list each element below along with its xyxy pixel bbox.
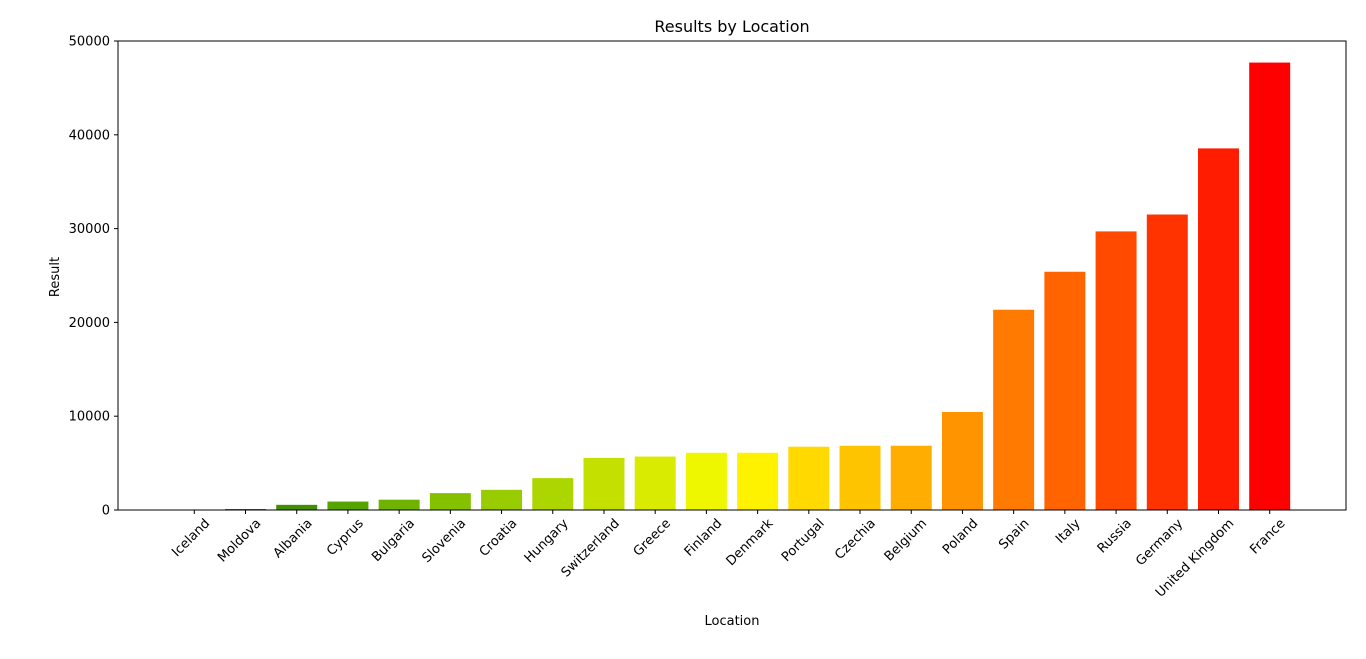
y-ticks: 0 10000 20000 30000 40000 50000 — [69, 35, 118, 519]
bar-czechia — [840, 446, 881, 510]
bar-finland — [686, 453, 727, 510]
bar-portugal — [788, 447, 829, 510]
x-tick-label: Czechia — [832, 516, 879, 563]
bar-spain — [993, 310, 1034, 510]
x-tick-label: Germany — [1133, 516, 1186, 569]
x-tick-label: Greece — [631, 516, 674, 559]
bar-russia — [1096, 231, 1137, 510]
bar-switzerland — [583, 458, 624, 510]
bar-hungary — [532, 478, 573, 510]
x-tick-label: Finland — [682, 516, 725, 559]
x-tick-label: Albania — [271, 516, 316, 561]
chart-title: Results by Location — [654, 17, 809, 36]
bar-germany — [1147, 215, 1188, 510]
x-tick-label: Croatia — [477, 516, 521, 560]
x-tick-label: Iceland — [169, 516, 213, 560]
bars-layer — [174, 63, 1290, 510]
x-tick-label: Belgium — [882, 516, 930, 564]
bar-italy — [1044, 272, 1085, 510]
y-tick-label: 20000 — [69, 316, 110, 331]
x-tick-label: Denmark — [724, 516, 777, 569]
bar-belgium — [891, 446, 932, 510]
y-axis-label: Result — [48, 257, 63, 297]
x-tick-label: Hungary — [522, 516, 572, 566]
x-axis-label: Location — [705, 614, 760, 629]
x-tick-label: Italy — [1053, 516, 1084, 547]
bar-denmark — [737, 453, 778, 510]
x-tick-label: Poland — [940, 516, 981, 557]
y-tick-label: 0 — [102, 504, 110, 519]
bar-cyprus — [327, 502, 368, 510]
y-tick-label: 50000 — [69, 35, 110, 50]
bar-greece — [635, 457, 676, 510]
x-tick-label: Slovenia — [419, 516, 469, 566]
y-tick-label: 30000 — [69, 222, 110, 237]
y-tick-label: 10000 — [69, 410, 110, 425]
bar-slovenia — [430, 493, 471, 510]
y-tick-label: 40000 — [69, 128, 110, 143]
bar-united-kingdom — [1198, 148, 1239, 510]
x-tick-label: Russia — [1095, 516, 1135, 556]
x-tick-label: Spain — [996, 516, 1032, 552]
x-tick-label: Moldova — [215, 516, 264, 565]
x-tick-label: Portugal — [779, 516, 828, 565]
bar-bulgaria — [379, 500, 420, 510]
bar-france — [1249, 63, 1290, 510]
bar-croatia — [481, 490, 522, 510]
x-tick-label: Cyprus — [324, 516, 367, 559]
bar-albania — [276, 505, 317, 510]
bar-poland — [942, 412, 983, 510]
x-tick-label: Bulgaria — [369, 516, 418, 565]
x-tick-label: France — [1247, 516, 1288, 557]
